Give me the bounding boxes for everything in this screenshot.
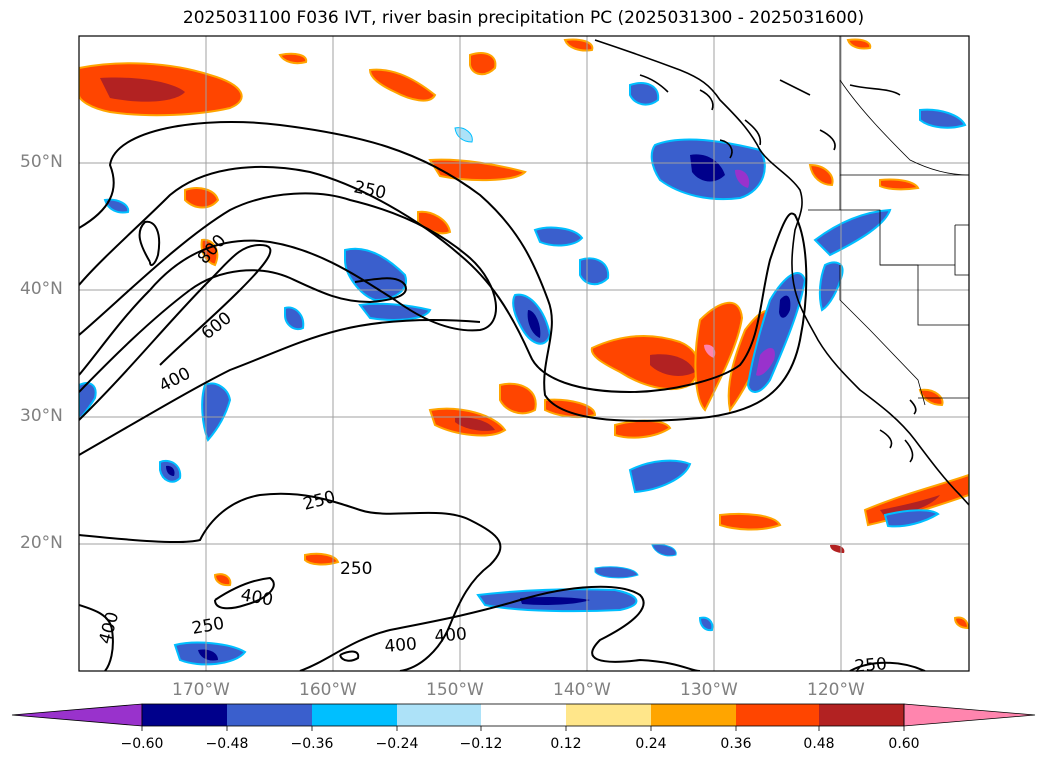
map-title: 2025031100 F036 IVT, river basin precipi… [182, 8, 865, 28]
colorbar-tick-label: 0.24 [635, 736, 667, 752]
colorbar-swatch [397, 704, 481, 726]
colorbar-tick-label: 0.48 [803, 736, 835, 752]
precip-shading [79, 38, 969, 666]
lon-label-140w: 140°W [553, 680, 611, 700]
lon-label-120w: 120°W [807, 680, 865, 700]
colorbar-tick-label: −0.24 [375, 736, 419, 752]
contour-label: 400 [384, 634, 418, 657]
colorbar-extend-max [903, 703, 1036, 727]
colorbar-swatch [651, 704, 736, 726]
colorbar-extend-min [11, 703, 143, 727]
colorbar-tick-label: 0.12 [550, 736, 582, 752]
colorbar-swatch [481, 704, 566, 726]
colorbar-swatch [736, 704, 819, 726]
colorbar-swatch [312, 704, 397, 726]
map-area [79, 36, 969, 671]
lon-label-160w: 160°W [299, 680, 357, 700]
lon-label-150w: 150°W [426, 680, 484, 700]
ivt-contours [79, 120, 926, 671]
colorbar-tick-label: −0.48 [205, 736, 249, 752]
political-borders [808, 36, 969, 406]
lat-label-40n: 40°N [20, 279, 63, 299]
lon-label-170w: 170°W [172, 680, 230, 700]
colorbar-tick-label: 0.60 [888, 736, 920, 752]
contour-label: 250 [340, 559, 372, 579]
lon-label-130w: 130°W [680, 680, 738, 700]
contour-label: 250 [854, 654, 888, 677]
gridlines [79, 36, 969, 671]
colorbar-tick-label: −0.36 [290, 736, 334, 752]
colorbar-swatch [227, 704, 312, 726]
colorbar-swatch [566, 704, 651, 726]
colorbar-tick-label: −0.60 [120, 736, 164, 752]
lat-label-30n: 30°N [20, 406, 63, 426]
colorbar-tick-label: −0.12 [459, 736, 503, 752]
colorbar [11, 703, 1036, 731]
contour-label: 400 [434, 624, 468, 647]
map-frame [78, 35, 970, 672]
coastlines [594, 39, 969, 506]
colorbar-swatch [819, 704, 904, 726]
colorbar-tick-label: 0.36 [720, 736, 752, 752]
colorbar-swatch [142, 704, 227, 726]
lat-label-20n: 20°N [20, 533, 63, 553]
lat-label-50n: 50°N [20, 152, 63, 172]
